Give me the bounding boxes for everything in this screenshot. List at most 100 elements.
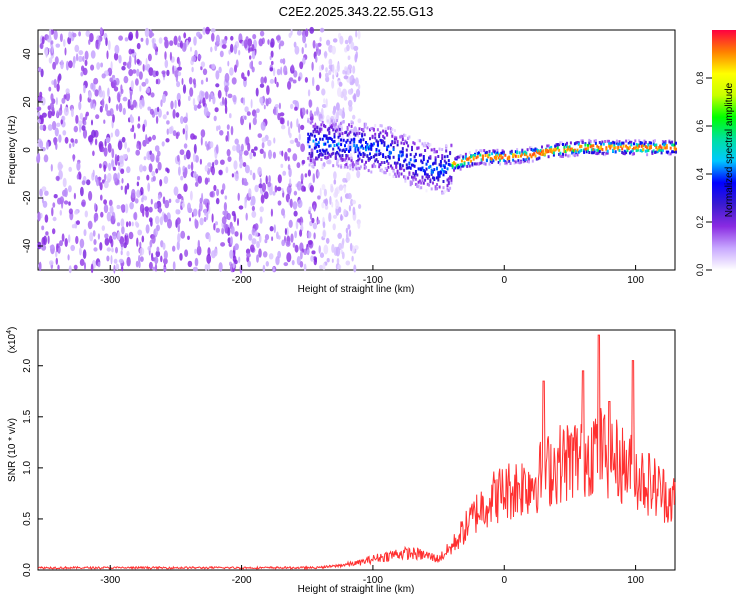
spectrogram-noise-cell xyxy=(126,147,131,153)
spectrogram-ridge-cell xyxy=(346,138,349,142)
spectrogram-noise-cell xyxy=(51,120,57,131)
spectrogram-noise-cell xyxy=(135,30,139,40)
spectrogram-noise-cell xyxy=(129,91,132,101)
spectrogram-noise-cell xyxy=(93,103,96,110)
spectrogram-ridge-cell xyxy=(382,153,385,157)
spectrogram-noise-cell xyxy=(65,88,70,94)
spectrogram-ridge-cell xyxy=(499,158,501,162)
spectrogram-noise-cell xyxy=(210,28,216,33)
spectrogram-ridge-cell xyxy=(613,143,616,147)
spectrogram-ridge-cell xyxy=(433,147,436,151)
spectrogram-noise-cell xyxy=(196,31,201,37)
spectrogram-noise-cell xyxy=(225,87,228,97)
spectrogram-noise-cell xyxy=(308,206,312,212)
spectrogram-noise-cell xyxy=(302,57,306,65)
spectrogram-noise-cell xyxy=(47,110,52,119)
spectrogram-noise-cell xyxy=(243,39,248,49)
spectrogram-noise-cell xyxy=(120,168,125,174)
spectrogram-noise-cell xyxy=(42,200,48,208)
spectrogram-ridge-cell xyxy=(344,150,346,153)
spectrogram-x-tick-label: -100 xyxy=(363,275,383,286)
spectrogram-ridge-cell xyxy=(573,154,576,158)
spectrogram-ridge-cell xyxy=(526,155,529,159)
spectrogram-noise-cell xyxy=(143,156,147,161)
spectrogram-noise-cell xyxy=(53,194,58,199)
spectrogram-ridge-cell xyxy=(612,140,614,144)
spectrogram-noise-cell xyxy=(284,151,288,162)
spectrogram-noise-cell xyxy=(79,258,85,266)
spectrogram-noise-cell xyxy=(138,254,141,264)
spectrogram-ridge-cell xyxy=(404,158,407,162)
spectrogram-noise-cell xyxy=(150,92,155,98)
spectrogram-ridge-cell xyxy=(369,144,371,148)
spectrogram-noise-cell xyxy=(130,116,135,124)
spectrogram-noise-cell xyxy=(126,221,129,228)
spectrogram-ridge-cell xyxy=(569,147,572,151)
spectrogram-noise-cell xyxy=(141,197,144,203)
spectrogram-noise-cell xyxy=(136,68,140,77)
spectrogram-ridge-cell xyxy=(552,148,555,152)
spectrogram-ridge-cell xyxy=(563,145,566,149)
spectrogram-noise-cell xyxy=(164,59,169,69)
spectrogram-noise-cell xyxy=(298,133,301,141)
spectrogram-noise-cell xyxy=(181,202,185,208)
spectrogram-noise-cell xyxy=(106,110,112,117)
spectrogram-noise-cell xyxy=(276,186,282,192)
spectrogram-noise-cell xyxy=(138,71,143,80)
spectrogram-ridge-cell xyxy=(393,141,396,145)
spectrogram-ridge-cell xyxy=(370,145,373,149)
spectrogram-ridge-cell xyxy=(428,144,431,148)
spectrogram-noise-cell xyxy=(243,76,247,82)
spectrogram-ridge-cell xyxy=(421,179,424,183)
spectrogram-ridge-cell xyxy=(380,169,383,173)
spectrogram-ridge-cell xyxy=(411,148,413,152)
spectrogram-ridge-cell xyxy=(417,138,420,142)
spectrogram-ridge-cell xyxy=(324,142,327,146)
spectrogram-noise-cell xyxy=(250,244,255,253)
spectrogram-ridge-cell xyxy=(535,148,538,152)
spectrogram-noise-cell xyxy=(330,185,334,193)
spectrogram-noise-cell xyxy=(89,32,94,43)
spectrogram-ridge-cell xyxy=(672,150,675,154)
spectrogram-ridge-cell xyxy=(422,158,425,161)
spectrogram-ridge-cell xyxy=(414,172,417,175)
spectrogram-ridge-cell xyxy=(623,152,626,156)
spectrogram-noise-cell xyxy=(168,198,172,203)
spectrogram-noise-cell xyxy=(251,44,255,52)
spectrogram-ridge-cell xyxy=(631,149,634,153)
spectrogram-ridge-cell xyxy=(379,138,382,142)
spectrogram-noise-cell xyxy=(299,261,304,268)
spectrogram-ridge-cell xyxy=(405,141,408,145)
snr-x-ticks: -300 -200 -100 0 100 xyxy=(100,565,644,586)
spectrogram-ridge-cell xyxy=(657,148,660,152)
spectrogram-ridge-cell xyxy=(324,134,327,138)
spectrogram-noise-cell xyxy=(110,215,115,225)
spectrogram-ridge-cell xyxy=(580,139,583,143)
spectrogram-noise-cell xyxy=(175,209,179,215)
spectrogram-ridge-cell xyxy=(325,134,328,138)
spectrogram-noise-cell xyxy=(179,149,185,156)
spectrogram-ridge-cell xyxy=(467,161,470,165)
spectrogram-noise-cell xyxy=(75,114,79,124)
spectrogram-ridge-cell xyxy=(656,148,659,152)
spectrogram-ridge-cell xyxy=(535,150,538,154)
snr-y-label: SNR (10 * v/v) xyxy=(7,418,18,482)
spectrogram-ridge-cell xyxy=(379,163,382,167)
spectrogram-ridge-cell xyxy=(609,146,612,150)
spectrogram-ridge-cell xyxy=(484,151,487,155)
spectrogram-ridge-cell xyxy=(404,139,407,143)
spectrogram-noise-cell xyxy=(199,158,202,165)
spectrogram-ridge-cell xyxy=(384,127,387,131)
spectrogram-noise-cell xyxy=(74,138,78,144)
spectrogram-noise-cell xyxy=(348,229,352,237)
spectrogram-noise-cell xyxy=(301,47,304,55)
spectrogram-noise-cell xyxy=(139,85,142,92)
spectrogram-noise-cell xyxy=(357,221,361,229)
spectrogram-ridge-cell xyxy=(341,120,344,124)
spectrogram-ridge-cell xyxy=(529,153,532,157)
spectrogram-ridge-cell xyxy=(330,152,333,156)
spectrogram-ridge-cell xyxy=(626,149,629,153)
spectrogram-ridge-cell xyxy=(446,167,449,171)
spectrogram-noise-cell xyxy=(139,203,145,214)
spectrogram-ridge-cell xyxy=(404,179,407,183)
